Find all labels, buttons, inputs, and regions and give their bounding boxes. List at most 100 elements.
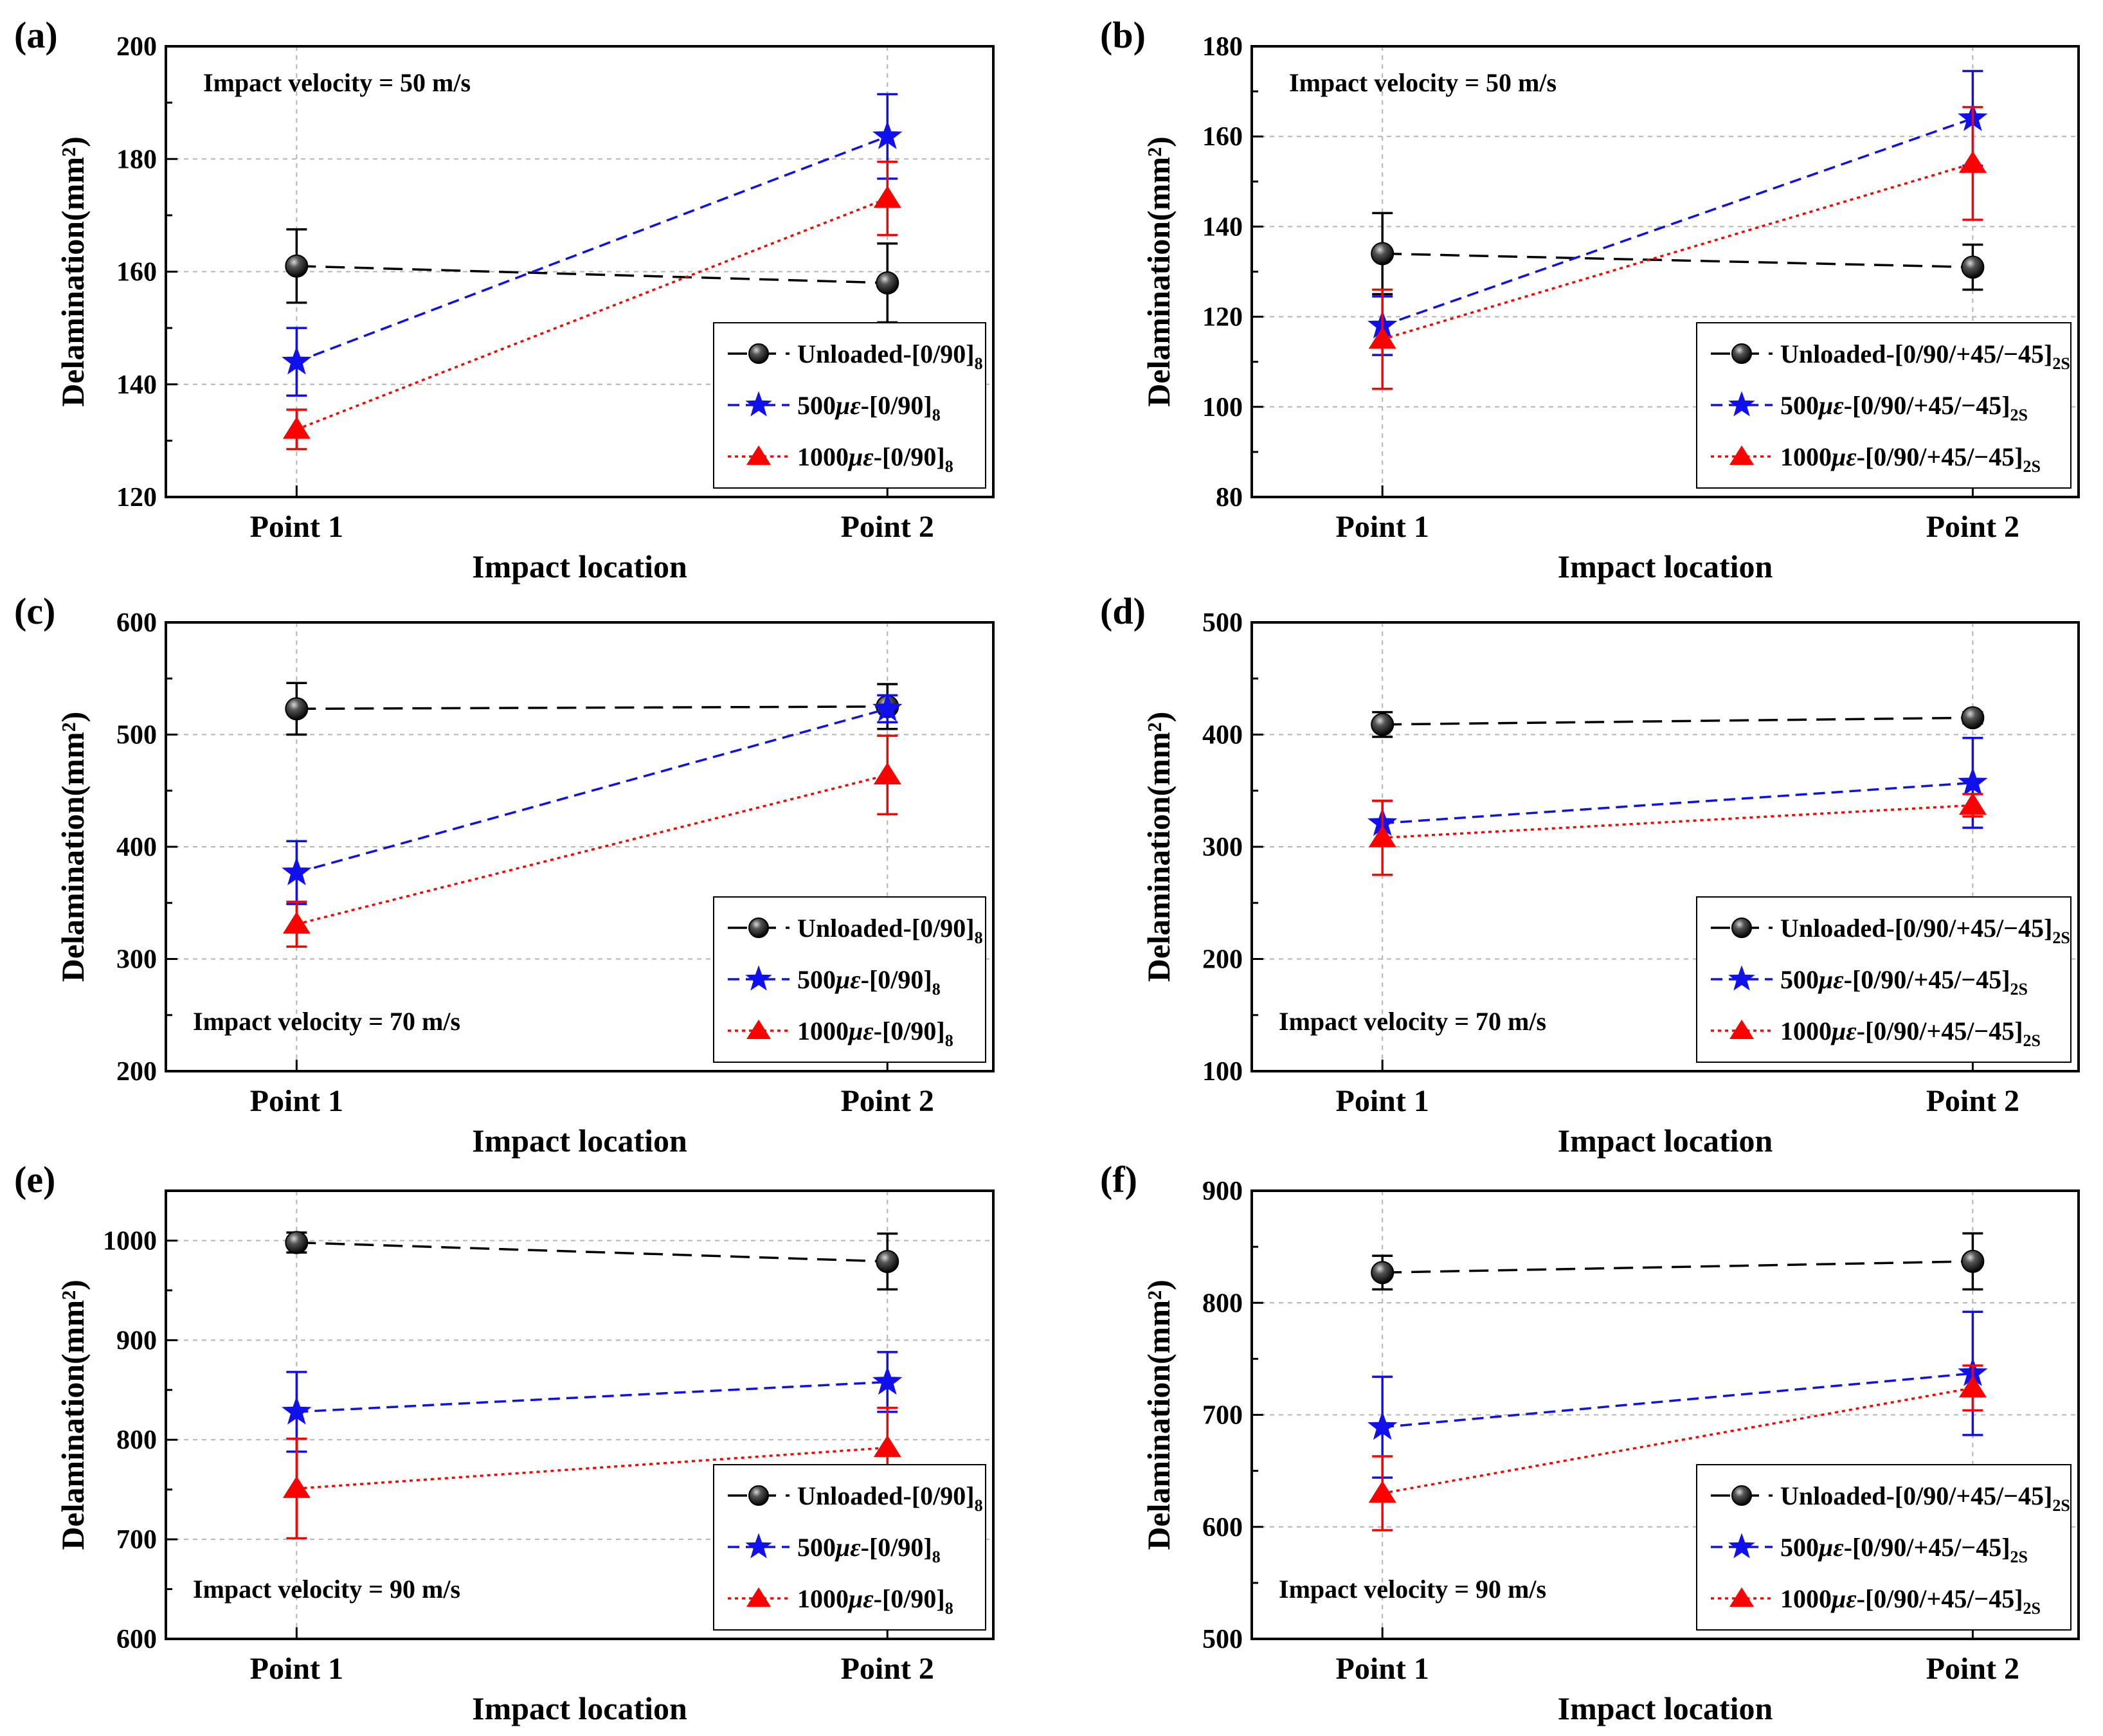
- panel-e: 600 700 800 900 1000 Point 1 Point 2 Impact loc…: [14, 1159, 995, 1726]
- legend-label-layup: -[0/90/+45/−45]: [1857, 1584, 2023, 1613]
- y-tick-label: 500: [116, 721, 157, 750]
- legend-swatch-marker: [1731, 1485, 1752, 1506]
- legend-label-text: 1000: [1780, 1584, 1832, 1613]
- data-point: [285, 697, 309, 721]
- legend-label-text: 500: [1780, 1533, 1819, 1562]
- legend-label-strain: με: [847, 1017, 874, 1045]
- data-point: [872, 1366, 903, 1395]
- legend: Unloaded-[0/90/+45/−45]2S500με-[0/90/+45…: [1696, 896, 2071, 1063]
- y-tick-label: 1000: [103, 1226, 157, 1256]
- data-point: [1368, 327, 1396, 349]
- series-line: [1382, 1386, 1973, 1495]
- data-point: [282, 1396, 312, 1425]
- series-unloaded: [285, 228, 899, 324]
- plot-frame: [165, 45, 995, 498]
- panel-a: 120 140 160 180 200 Point 1 Point 2 Impact loca…: [14, 14, 995, 584]
- data-point: [282, 911, 311, 934]
- legend-label-strain: με: [1830, 442, 1857, 471]
- series-s500: [282, 692, 903, 905]
- legend-swatch-marker: [1729, 445, 1754, 465]
- y-tick-label: 300: [1202, 833, 1243, 862]
- legend-label-strain: με: [835, 391, 861, 420]
- data-point: [282, 417, 311, 439]
- legend-label-text: 1000: [797, 1017, 849, 1045]
- legend-swatch-marker: [745, 1533, 772, 1559]
- y-tick-label: 160: [116, 258, 157, 287]
- legend-label-layup: -[0/90]: [874, 442, 945, 471]
- data-point: [1367, 1411, 1398, 1440]
- y-tick-label: 140: [1202, 212, 1243, 242]
- data-point: [285, 1231, 309, 1254]
- x-tick-label: Point 1: [1336, 510, 1429, 544]
- series-line: [296, 707, 888, 874]
- series-s1000: [282, 160, 901, 451]
- legend-label-strain: με: [847, 1584, 874, 1613]
- legend-label-text: 500: [797, 1533, 836, 1562]
- x-tick-label: Point 2: [841, 1652, 934, 1686]
- legend-label-layup: -[0/90/+45/−45]: [1857, 1017, 2023, 1045]
- data-point: [872, 120, 903, 150]
- y-tick-label: 500: [1202, 608, 1243, 638]
- y-tick-label: 200: [1202, 945, 1243, 975]
- y-tick-label: 180: [116, 145, 157, 174]
- legend-label-layup: -[0/90]: [861, 1533, 932, 1562]
- plot-frame: [1250, 45, 2080, 498]
- legend-label: 500με-[0/90/+45/−45]2S: [1780, 391, 2028, 424]
- series-s500: [1367, 1310, 1988, 1479]
- y-tick-label: 160: [1202, 122, 1243, 152]
- y-tick-label: 900: [1202, 1177, 1243, 1206]
- panel-c: 200 300 400 500 600 Point 1 Point 2 Impact loca…: [14, 590, 995, 1159]
- legend-box: [1696, 896, 2071, 1063]
- velocity-annotation: Impact velocity = 70 m/s: [193, 1007, 460, 1036]
- series-unloaded: [1371, 212, 1985, 296]
- y-tick-label: 180: [1202, 32, 1243, 62]
- y-tick-label: 80: [1216, 483, 1243, 512]
- legend-label-text: 500: [1780, 391, 1819, 420]
- panel-f: 500 600 700 800 900 Point 1 Point 2 Impact loca…: [1100, 1159, 2080, 1726]
- legend-label-strain: με: [1818, 391, 1844, 420]
- data-point: [285, 254, 309, 278]
- legend: Unloaded-[0/90/+45/−45]2S500με-[0/90/+45…: [1696, 322, 2071, 489]
- legend-label: Unloaded-[0/90]8: [797, 339, 983, 373]
- data-point: [1958, 150, 1987, 173]
- legend-label: Unloaded-[0/90]8: [797, 1481, 983, 1515]
- series-line: [296, 135, 888, 363]
- series-s500: [282, 93, 903, 397]
- legend-label-subscript: 8: [975, 928, 983, 947]
- series-s500: [1367, 736, 1988, 847]
- legend-label-subscript: 2S: [2023, 1031, 2041, 1050]
- legend: Unloaded-[0/90]8500με-[0/90]81000με-[0/9…: [713, 1464, 986, 1631]
- legend-label-strain: με: [835, 965, 861, 994]
- y-tick-label: 600: [1202, 1513, 1243, 1542]
- legend-label: 1000με-[0/90]8: [797, 442, 953, 476]
- data-point: [282, 346, 312, 375]
- series-s500: [282, 1351, 903, 1453]
- data-point: [1958, 792, 1987, 815]
- y-axis-title: Delamination(mm²): [55, 1279, 91, 1550]
- legend-label: 500με-[0/90]8: [797, 965, 941, 999]
- data-point: [873, 186, 901, 208]
- y-tick-label: 500: [1202, 1625, 1243, 1654]
- legend-label-text: Unloaded-[0/90]: [797, 339, 975, 368]
- data-point: [1961, 255, 1985, 279]
- legend-label-layup: -[0/90/+45/−45]: [1844, 965, 2010, 994]
- x-axis-title: Impact location: [472, 1690, 687, 1726]
- x-tick-label: Point 1: [250, 510, 343, 544]
- data-point: [873, 1435, 901, 1458]
- legend-swatch-marker: [745, 391, 772, 417]
- series-line: [1382, 1260, 1973, 1274]
- data-point: [282, 1476, 311, 1498]
- series-unloaded: [1371, 1232, 1985, 1291]
- data-point: [1961, 1249, 1985, 1273]
- x-tick-label: Point 2: [841, 510, 934, 544]
- series-line: [296, 1380, 888, 1413]
- x-axis-title: Impact location: [472, 1123, 687, 1159]
- series-line: [1382, 781, 1973, 825]
- x-tick-label: Point 2: [1926, 1084, 2019, 1118]
- y-tick-label: 120: [116, 483, 157, 512]
- x-tick-label: Point 1: [250, 1652, 343, 1686]
- y-tick-label: 700: [116, 1525, 157, 1555]
- plot-frame: [1250, 621, 2080, 1072]
- legend-swatch-marker: [748, 1485, 769, 1506]
- legend-swatch-marker: [745, 965, 772, 991]
